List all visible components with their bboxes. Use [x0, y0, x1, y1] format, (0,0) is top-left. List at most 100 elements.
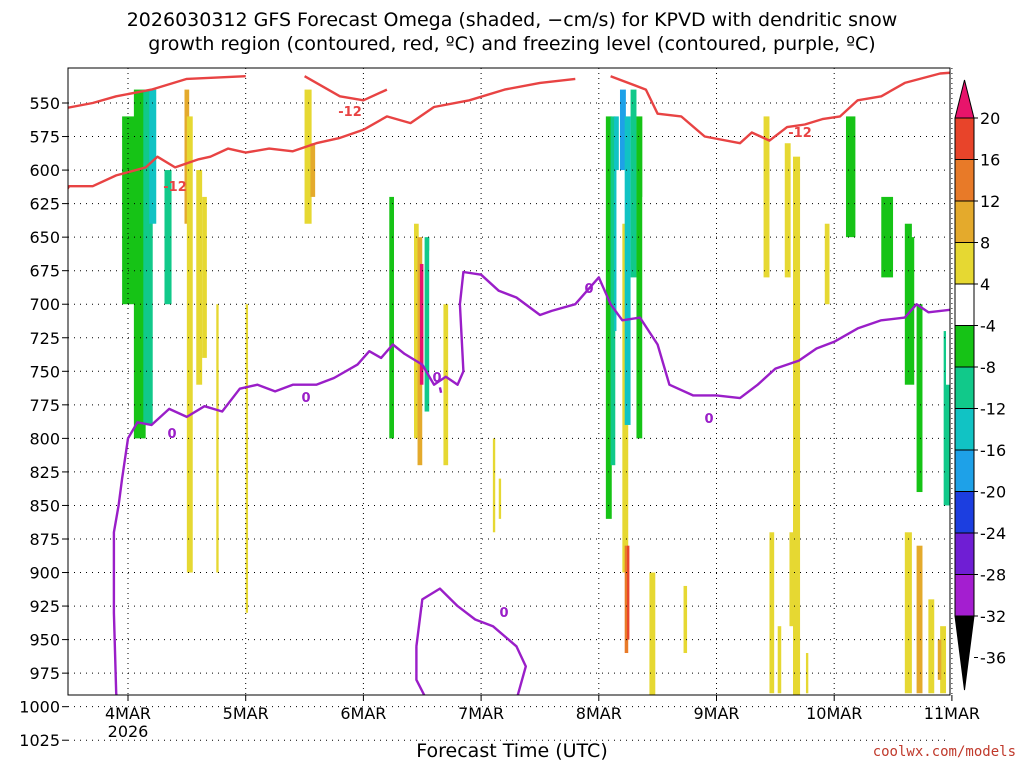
- colorbar-swatch: [954, 283, 975, 326]
- colorbar-label: -24: [980, 524, 1006, 543]
- title-line-2: growth region (contoured, red, ºC) and f…: [148, 33, 876, 55]
- omega-shade-cell: [398, 237, 404, 546]
- omega-shade-cell: [226, 116, 231, 439]
- omega-shade-cell: [728, 170, 733, 358]
- omega-shade-cell: [619, 89, 626, 171]
- omega-shade-cell: [186, 116, 193, 573]
- x-tick-label: 11MAR: [924, 704, 980, 723]
- contour-line-0: [438, 387, 443, 394]
- contour-label: 0: [704, 412, 713, 427]
- omega-shade-cell: [793, 156, 801, 695]
- x-tick-label: 8MAR: [576, 704, 622, 723]
- colorbar: 20 16 12 8 4 -4 -8 -12 -16 -20 -24 -28 -32 -36: [954, 79, 1006, 691]
- omega-shade-cell: [933, 89, 939, 224]
- y-tick-label: 875: [29, 530, 60, 549]
- contour-label: 0: [167, 427, 176, 442]
- omega-shade-cell: [616, 170, 624, 654]
- contour-label: 0: [432, 371, 441, 386]
- contour-label: -12: [788, 126, 812, 141]
- omega-shade-cell: [498, 478, 502, 519]
- omega-shade-cell: [636, 116, 643, 439]
- omega-shade-cell: [642, 196, 650, 519]
- omega-shade-cell: [281, 304, 285, 573]
- colorbar-label: 16: [980, 151, 1000, 170]
- omega-shade-cell: [389, 196, 395, 439]
- omega-shade-cell: [630, 89, 637, 278]
- contour-label: -12: [338, 105, 362, 120]
- contour-line-0: [415, 587, 527, 695]
- omega-shade-cell: [702, 304, 708, 425]
- omega-shade-cell: [605, 116, 612, 519]
- omega-shade-cell: [777, 626, 782, 694]
- title-line-1: 2026030312 GFS Forecast Omega (shaded, −…: [126, 9, 898, 31]
- omega-shade-cell: [857, 89, 868, 197]
- contour-line-minus12: [68, 75, 246, 109]
- x-axis-title: Forecast Time (UTC): [416, 740, 608, 762]
- omega-shade-cell: [216, 304, 219, 573]
- omega-shade-cell: [143, 89, 153, 425]
- omega-shade-cell: [610, 116, 616, 466]
- omega-shade-cell: [867, 170, 879, 305]
- omega-shade-cell: [789, 532, 794, 627]
- omega-shade-cell: [924, 331, 931, 533]
- y-tick-label: 900: [29, 564, 60, 583]
- omega-shade-cell: [671, 357, 682, 519]
- omega-shade-cell: [304, 89, 312, 224]
- colorbar-bottom-arrow: [954, 615, 975, 691]
- contour-line-minus12: [68, 77, 576, 191]
- omega-shade-cell: [368, 116, 372, 412]
- colorbar-swatch: [954, 449, 975, 492]
- omega-shade-cell: [436, 237, 443, 506]
- omega-shade-cell: [518, 143, 522, 224]
- omega-shade-cell: [683, 585, 688, 654]
- colorbar-swatch: [954, 574, 975, 617]
- colorbar-label: -36: [980, 649, 1006, 668]
- y-tick-label: 750: [29, 362, 60, 381]
- y-tick-label: 925: [29, 597, 60, 616]
- colorbar-label: -16: [980, 441, 1006, 460]
- omega-shade-cell: [904, 223, 915, 385]
- x-axis: 4MAR 5MAR 6MAR 7MAR 8MAR 9MAR 10MAR 11MAR 2026: [105, 695, 980, 741]
- omega-shade-cell: [405, 116, 412, 385]
- colorbar-label: 8: [980, 234, 990, 253]
- contour-line-minus12: [610, 71, 950, 145]
- y-tick-label: 650: [29, 228, 60, 247]
- contour-layer: -12 -12 -12 0 0 0 0 0 0: [68, 71, 950, 695]
- omega-shade-cell: [834, 89, 846, 197]
- omega-shade-cell: [911, 116, 918, 238]
- x-tick-year-label: 2026: [108, 722, 149, 741]
- omega-shade-cell: [627, 545, 630, 640]
- colorbar-label: -32: [980, 607, 1006, 626]
- y-tick-label: 625: [29, 195, 60, 214]
- colorbar-swatch: [954, 159, 975, 202]
- y-tick-label: 975: [29, 664, 60, 683]
- contour-label: -12: [163, 180, 187, 195]
- colorbar-swatch: [954, 242, 975, 285]
- y-axis: 550 575 600 625 650 675 700 725 750 775 800 825 850 8…: [19, 94, 68, 750]
- colorbar-top-arrow: [954, 79, 975, 119]
- omega-shade-cell: [443, 304, 449, 466]
- contour-line-0: [112, 270, 950, 695]
- omega-shade-cell: [424, 237, 430, 412]
- omega-shade-cell: [744, 89, 752, 224]
- omega-shade-cell: [375, 170, 382, 600]
- omega-shade-cell: [722, 116, 728, 291]
- omega-shade-cell: [755, 89, 762, 197]
- omega-shade-cell: [164, 170, 172, 305]
- colorbar-label: 20: [980, 109, 1000, 128]
- contour-line-minus12: [304, 75, 388, 102]
- chart-title: 2026030312 GFS Forecast Omega (shaded, −…: [0, 8, 1024, 56]
- omega-shade-cell: [805, 653, 809, 694]
- omega-shade-cell: [245, 304, 249, 613]
- omega-shade-cell: [845, 116, 856, 238]
- omega-shade-cell: [943, 331, 950, 506]
- colorbar-swatch: [954, 408, 975, 451]
- y-tick-label: 800: [29, 429, 60, 448]
- omega-shade-cell: [414, 223, 419, 439]
- omega-shade-cell: [359, 170, 364, 519]
- colorbar-label: -8: [980, 358, 996, 377]
- omega-shade-cell: [690, 223, 695, 278]
- colorbar-label: -12: [980, 400, 1006, 419]
- x-tick-label: 5MAR: [223, 704, 269, 723]
- omega-shade-cell: [202, 196, 207, 358]
